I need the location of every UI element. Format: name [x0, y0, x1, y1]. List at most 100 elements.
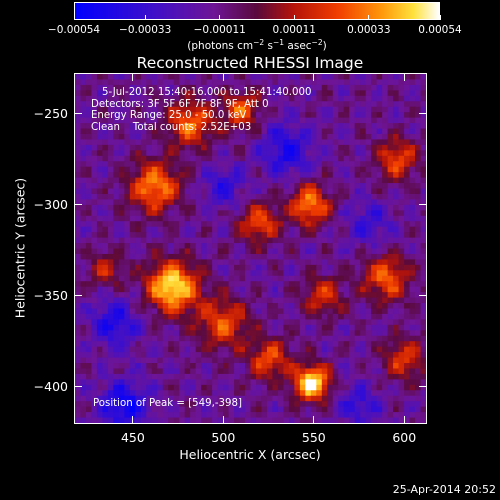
heatmap-pixel	[85, 384, 93, 391]
heatmap-pixel	[212, 199, 219, 206]
heatmap-pixel	[75, 363, 82, 370]
heatmap-pixel	[212, 341, 219, 348]
heatmap-pixel	[168, 292, 175, 299]
heatmap-pixel	[184, 292, 191, 299]
heatmap-pixel	[409, 232, 416, 239]
heatmap-pixel	[140, 117, 147, 124]
heatmap-pixel	[382, 90, 389, 97]
heatmap-pixel	[321, 128, 328, 135]
heatmap-pixel	[250, 74, 257, 81]
heatmap-pixel	[272, 390, 279, 397]
heatmap-pixel	[245, 292, 252, 299]
heatmap-pixel	[376, 84, 383, 91]
heatmap-pixel	[146, 292, 153, 299]
heatmap-pixel	[354, 90, 361, 97]
heatmap-pixel	[228, 412, 235, 419]
heatmap-pixel	[376, 357, 383, 364]
heatmap-pixel	[398, 406, 405, 413]
heatmap-pixel	[212, 264, 219, 271]
heatmap-pixel	[168, 412, 175, 419]
heatmap-pixel	[277, 237, 284, 244]
heatmap-pixel	[190, 281, 197, 288]
heatmap-pixel	[206, 172, 213, 179]
heatmap-pixel	[371, 313, 378, 320]
heatmap-pixel	[96, 264, 104, 271]
heatmap-pixel	[404, 390, 411, 397]
heatmap-pixel	[387, 379, 394, 386]
heatmap-pixel	[365, 161, 372, 168]
heatmap-pixel	[184, 74, 191, 81]
heatmap-pixel	[387, 84, 394, 91]
heatmap-pixel	[360, 193, 367, 201]
heatmap-pixel	[393, 330, 400, 337]
heatmap-pixel	[129, 390, 136, 397]
heatmap-pixel	[146, 275, 153, 282]
heatmap-pixel	[266, 319, 274, 326]
heatmap-pixel	[124, 166, 131, 173]
heatmap-pixel	[179, 324, 186, 331]
heatmap-pixel	[382, 183, 389, 190]
heatmap-pixel	[168, 161, 175, 168]
heatmap-pixel	[277, 183, 284, 190]
heatmap-pixel	[223, 123, 230, 130]
heatmap-pixel	[113, 177, 120, 184]
heatmap-pixel	[376, 232, 383, 239]
heatmap-pixel	[91, 401, 98, 408]
heatmap-pixel	[184, 123, 191, 130]
heatmap-pixel	[349, 390, 356, 397]
heatmap-pixel	[382, 221, 389, 228]
heatmap-pixel	[184, 117, 191, 124]
y-axis-tick-label: −350	[33, 287, 68, 303]
heatmap-pixel	[80, 139, 87, 146]
heatmap-pixel	[360, 161, 367, 168]
heatmap-pixel	[217, 215, 224, 222]
heatmap-pixel	[217, 183, 224, 190]
heatmap-pixel	[371, 210, 378, 217]
heatmap-pixel	[305, 401, 312, 408]
heatmap-pixel	[365, 286, 372, 293]
heatmap-pixel	[409, 335, 416, 342]
heatmap-pixel	[338, 243, 345, 250]
heatmap-pixel	[85, 150, 93, 157]
heatmap-pixel	[179, 74, 186, 81]
heatmap-pixel	[228, 177, 235, 184]
heatmap-pixel	[294, 259, 301, 266]
heatmap-pixel	[420, 177, 426, 184]
heatmap-pixel	[376, 123, 383, 130]
heatmap-pixel	[223, 384, 230, 391]
heatmap-pixel	[184, 270, 191, 277]
heatmap-pixel	[272, 101, 279, 108]
heatmap-pixel	[151, 237, 158, 244]
heatmap-pixel	[195, 292, 202, 299]
heatmap-pixel	[415, 248, 422, 255]
heatmap-pixel	[420, 215, 426, 222]
heatmap-pixel	[272, 199, 279, 206]
heatmap-pixel	[135, 123, 142, 130]
heatmap-pixel	[415, 264, 422, 271]
heatmap-pixel	[266, 390, 274, 397]
heatmap-pixel	[85, 406, 93, 413]
heatmap-pixel	[201, 101, 208, 108]
heatmap-pixel	[102, 248, 109, 255]
heatmap-pixel	[371, 330, 378, 337]
y-axis-tick	[75, 386, 82, 388]
heatmap-pixel	[212, 144, 219, 151]
heatmap-pixel	[124, 112, 131, 119]
heatmap-pixel	[299, 74, 306, 81]
heatmap-pixel	[321, 373, 328, 380]
heatmap-pixel	[288, 117, 295, 124]
heatmap-pixel	[382, 412, 389, 419]
heatmap-pixel	[255, 253, 263, 260]
heatmap-pixel	[212, 226, 219, 233]
heatmap-pixel	[332, 188, 339, 195]
heatmap-pixel	[190, 357, 197, 364]
colorbar-tick	[73, 15, 75, 20]
heatmap-pixel	[135, 215, 142, 222]
heatmap-pixel	[239, 270, 246, 277]
heatmap-pixel	[272, 232, 279, 239]
heatmap-pixel	[129, 275, 136, 282]
heatmap-pixel	[190, 101, 197, 108]
heatmap-pixel	[140, 319, 147, 326]
heatmap-pixel	[310, 308, 317, 315]
heatmap-pixel	[360, 177, 367, 184]
